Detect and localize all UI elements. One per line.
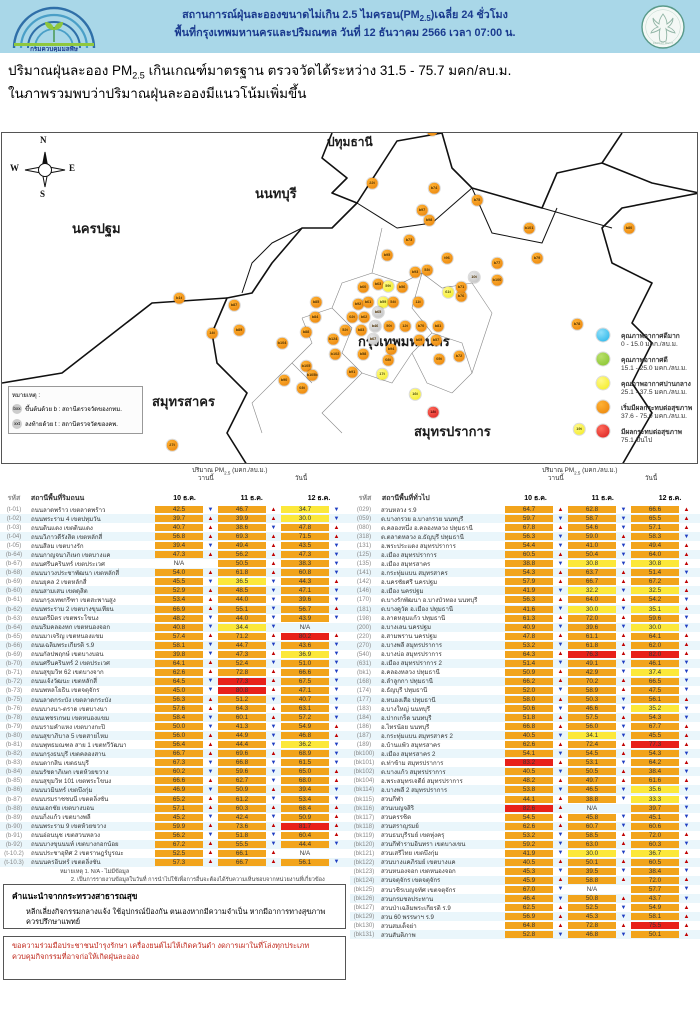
svg-text:DEPARTMENT: DEPARTMENT [653, 41, 674, 45]
svg-text:กรมควบคุมมลพิษ: กรมควบคุมมลพิษ [30, 45, 79, 52]
